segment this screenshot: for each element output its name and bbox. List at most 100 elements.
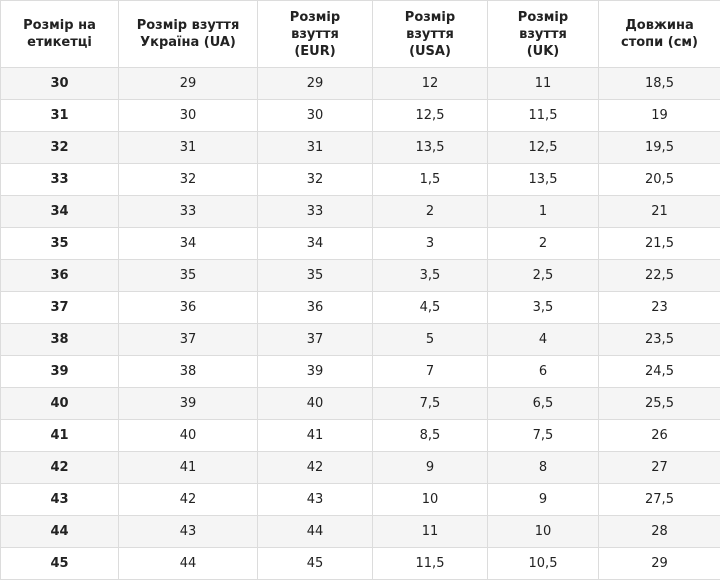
table-cell: 18,5 — [598, 67, 720, 100]
table-cell: 23 — [598, 291, 720, 324]
table-row: 40 39 40 7,5 6,5 25,5 — [0, 387, 720, 420]
label-size-cell: 36 — [0, 259, 119, 292]
table-cell: 6,5 — [487, 387, 599, 420]
table-cell: 33 — [118, 195, 258, 228]
table-cell: 22,5 — [598, 259, 720, 292]
table-cell: 28 — [598, 515, 720, 548]
table-cell: 45 — [257, 547, 373, 580]
label-size-cell: 39 — [0, 355, 119, 388]
table-cell: 27 — [598, 451, 720, 484]
table-cell: 13,5 — [372, 131, 488, 164]
table-cell: 35 — [257, 259, 373, 292]
table-cell: 3,5 — [487, 291, 599, 324]
header-cell: Довжина стопи (см) — [598, 0, 720, 68]
table-cell: 29 — [257, 67, 373, 100]
table-cell: 5 — [372, 323, 488, 356]
table-row: 44 43 44 11 10 28 — [0, 515, 720, 548]
table-cell: 35 — [118, 259, 258, 292]
table-cell: 43 — [118, 515, 258, 548]
table-row: 37 36 36 4,5 3,5 23 — [0, 291, 720, 324]
table-cell: 29 — [118, 67, 258, 100]
table-cell: 44 — [118, 547, 258, 580]
table-cell: 1,5 — [372, 163, 488, 196]
label-size-cell: 34 — [0, 195, 119, 228]
table-cell: 23,5 — [598, 323, 720, 356]
label-size-cell: 43 — [0, 483, 119, 516]
table-cell: 37 — [118, 323, 258, 356]
table-cell: 39 — [118, 387, 258, 420]
table-cell: 21 — [598, 195, 720, 228]
table-cell: 43 — [257, 483, 373, 516]
table-cell: 24,5 — [598, 355, 720, 388]
table-cell: 20,5 — [598, 163, 720, 196]
table-cell: 31 — [118, 131, 258, 164]
table-cell: 7,5 — [372, 387, 488, 420]
table-row: 35 34 34 3 2 21,5 — [0, 227, 720, 260]
table-row: 38 37 37 5 4 23,5 — [0, 323, 720, 356]
table-cell: 41 — [257, 419, 373, 452]
table-cell: 2,5 — [487, 259, 599, 292]
table-cell: 9 — [487, 483, 599, 516]
table-row: 42 41 42 9 8 27 — [0, 451, 720, 484]
table-cell: 6 — [487, 355, 599, 388]
table-cell: 27,5 — [598, 483, 720, 516]
table-cell: 40 — [257, 387, 373, 420]
table-row: 31 30 30 12,5 11,5 19 — [0, 99, 720, 132]
table-cell: 12 — [372, 67, 488, 100]
label-size-cell: 30 — [0, 67, 119, 100]
table-row: 45 44 45 11,5 10,5 29 — [0, 547, 720, 580]
table-cell: 44 — [257, 515, 373, 548]
table-row: 41 40 41 8,5 7,5 26 — [0, 419, 720, 452]
table-cell: 12,5 — [372, 99, 488, 132]
table-cell: 29 — [598, 547, 720, 580]
table-row: 33 32 32 1,5 13,5 20,5 — [0, 163, 720, 196]
table-cell: 33 — [257, 195, 373, 228]
label-size-cell: 45 — [0, 547, 119, 580]
table-cell: 32 — [257, 163, 373, 196]
label-size-cell: 38 — [0, 323, 119, 356]
table-cell: 37 — [257, 323, 373, 356]
table-cell: 32 — [118, 163, 258, 196]
header-cell: Розмір на етикетці — [0, 0, 119, 68]
table-cell: 42 — [118, 483, 258, 516]
table-row: 34 33 33 2 1 21 — [0, 195, 720, 228]
table-header: Розмір на етикетці Розмір взуття Україна … — [0, 0, 720, 68]
table-cell: 8,5 — [372, 419, 488, 452]
table-cell: 4,5 — [372, 291, 488, 324]
label-size-cell: 33 — [0, 163, 119, 196]
table-cell: 36 — [118, 291, 258, 324]
table-cell: 21,5 — [598, 227, 720, 260]
table-row: 36 35 35 3,5 2,5 22,5 — [0, 259, 720, 292]
label-size-cell: 44 — [0, 515, 119, 548]
table-cell: 10 — [487, 515, 599, 548]
header-row: Розмір на етикетці Розмір взуття Україна … — [0, 0, 720, 68]
table-cell: 4 — [487, 323, 599, 356]
table-cell: 3 — [372, 227, 488, 260]
table-row: 32 31 31 13,5 12,5 19,5 — [0, 131, 720, 164]
table-row: 39 38 39 7 6 24,5 — [0, 355, 720, 388]
table-cell: 9 — [372, 451, 488, 484]
table-cell: 10 — [372, 483, 488, 516]
table-cell: 3,5 — [372, 259, 488, 292]
label-size-cell: 32 — [0, 131, 119, 164]
table-cell: 30 — [118, 99, 258, 132]
table-cell: 7 — [372, 355, 488, 388]
table-cell: 11 — [487, 67, 599, 100]
table-cell: 34 — [118, 227, 258, 260]
header-cell: Розмір взуття Україна (UA) — [118, 0, 258, 68]
label-size-cell: 31 — [0, 99, 119, 132]
table-cell: 8 — [487, 451, 599, 484]
table-cell: 31 — [257, 131, 373, 164]
table-cell: 42 — [257, 451, 373, 484]
table-cell: 38 — [118, 355, 258, 388]
table-cell: 13,5 — [487, 163, 599, 196]
table-cell: 2 — [372, 195, 488, 228]
table-cell: 34 — [257, 227, 373, 260]
header-cell: Розмір взуття (UK) — [487, 0, 599, 68]
table-cell: 40 — [118, 419, 258, 452]
table-cell: 39 — [257, 355, 373, 388]
label-size-cell: 42 — [0, 451, 119, 484]
table-row: 30 29 29 12 11 18,5 — [0, 67, 720, 100]
